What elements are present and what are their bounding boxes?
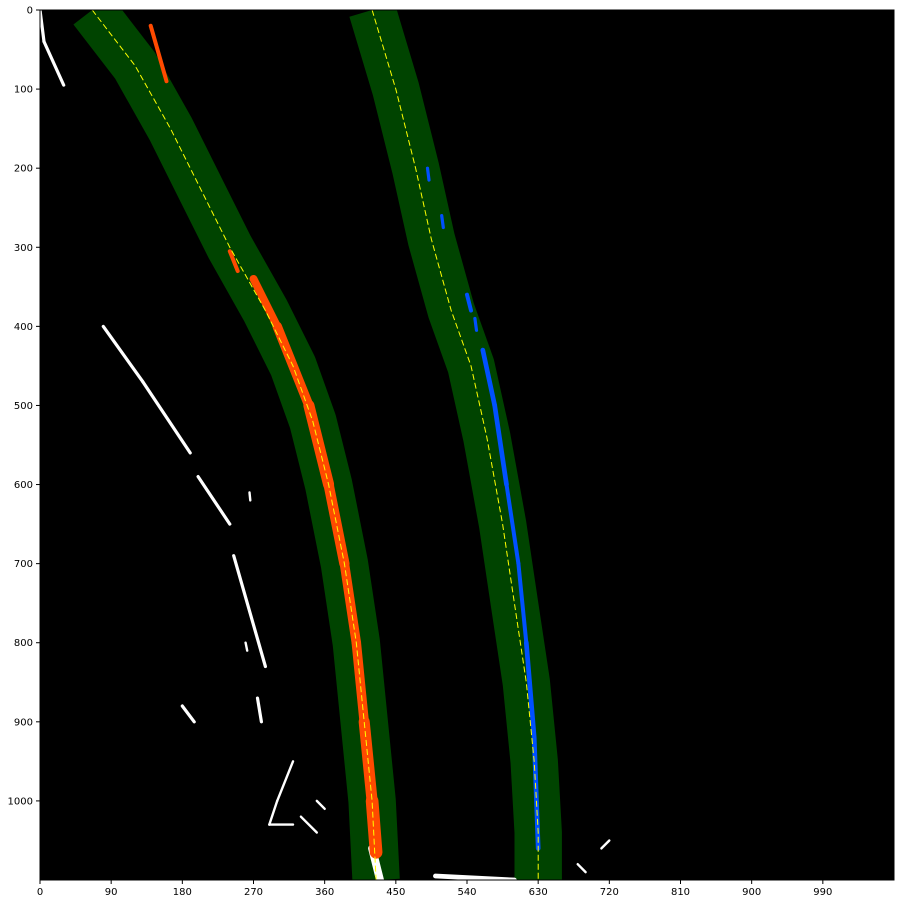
y-tick-label: 300 <box>14 243 33 254</box>
left-lane-fit-line <box>91 10 377 880</box>
right-lane-pixel-segment <box>465 292 473 313</box>
left-lane-pixel-segment <box>365 794 383 859</box>
left-lane-pixel-segment <box>249 274 282 331</box>
right-lane-pixel-segment <box>523 640 537 740</box>
y-tick-label: 900 <box>14 717 33 728</box>
x-tick-label: 900 <box>742 887 761 898</box>
other-pixel-segment <box>232 554 267 669</box>
plot-area <box>39 9 895 881</box>
x-tick-label: 180 <box>173 887 192 898</box>
y-tick-label: 1000 <box>8 796 33 807</box>
right-lane-pixel-segment <box>480 347 498 408</box>
x-tick-label: 360 <box>315 887 334 898</box>
x-tick-label: 810 <box>671 887 690 898</box>
y-tick-label: 200 <box>14 164 33 175</box>
y-tick-label: 400 <box>14 322 33 333</box>
left-lane-pixel-segment <box>323 479 350 569</box>
y-tick-label: 600 <box>14 480 33 491</box>
x-tick-label: 720 <box>600 887 619 898</box>
other-pixel-segment <box>268 799 279 826</box>
x-tick-label: 270 <box>244 887 263 898</box>
right-lane-pixel-segment <box>473 316 479 332</box>
other-pixel-segment <box>576 863 587 874</box>
x-tick-label: 90 <box>105 887 118 898</box>
other-pixel-segment <box>101 324 145 384</box>
right-lane-pixel-segment <box>504 482 521 566</box>
other-pixel-segment <box>40 10 46 44</box>
other-pixel-segment <box>299 815 318 834</box>
other-pixel-segment <box>276 760 295 803</box>
x-tick-label: 990 <box>813 887 832 898</box>
x-tick-label: 540 <box>457 887 476 898</box>
x-tick-label: 450 <box>386 887 405 898</box>
right-lane-fit-line <box>371 10 539 880</box>
y-tick-label: 0 <box>27 6 33 17</box>
other-pixel-segment <box>315 799 326 810</box>
y-tick-label: 800 <box>14 638 33 649</box>
y-tick-label: 100 <box>14 85 33 96</box>
right-lane-pixel-segment <box>516 561 529 645</box>
x-tick-label: 0 <box>37 887 43 898</box>
right-lane-pixel-segment <box>492 403 509 487</box>
left-lane-pixel-segment <box>148 23 169 84</box>
fit-line-layer <box>91 10 539 880</box>
other-pixel-segment <box>141 380 192 455</box>
y-tick-label: 700 <box>14 559 33 570</box>
other-pixel-segment <box>244 641 249 652</box>
other-pixel-segment <box>42 39 66 87</box>
right-lane-pixel-segment <box>425 166 431 182</box>
x-axis: 0 90 180 270 360 450 540 630 720 810 900 990 <box>37 880 832 898</box>
other-pixel-segment <box>433 873 517 880</box>
other-pixel-segment <box>180 704 196 724</box>
right-lane-pixel-segment <box>440 214 445 230</box>
other-pixel-segment <box>196 475 232 526</box>
other-pixels-layer <box>40 10 611 880</box>
other-pixel-segment <box>255 696 263 724</box>
left-lane-pixel-segment <box>227 249 240 273</box>
y-axis: 0 100 200 300 400 500 600 700 800 900 1000 <box>8 6 40 807</box>
other-pixel-segment <box>248 491 252 502</box>
x-tick-label: 630 <box>529 887 548 898</box>
y-tick-label: 500 <box>14 401 33 412</box>
left-lane-pixel-segment <box>303 399 335 491</box>
other-pixel-segment <box>600 839 611 850</box>
